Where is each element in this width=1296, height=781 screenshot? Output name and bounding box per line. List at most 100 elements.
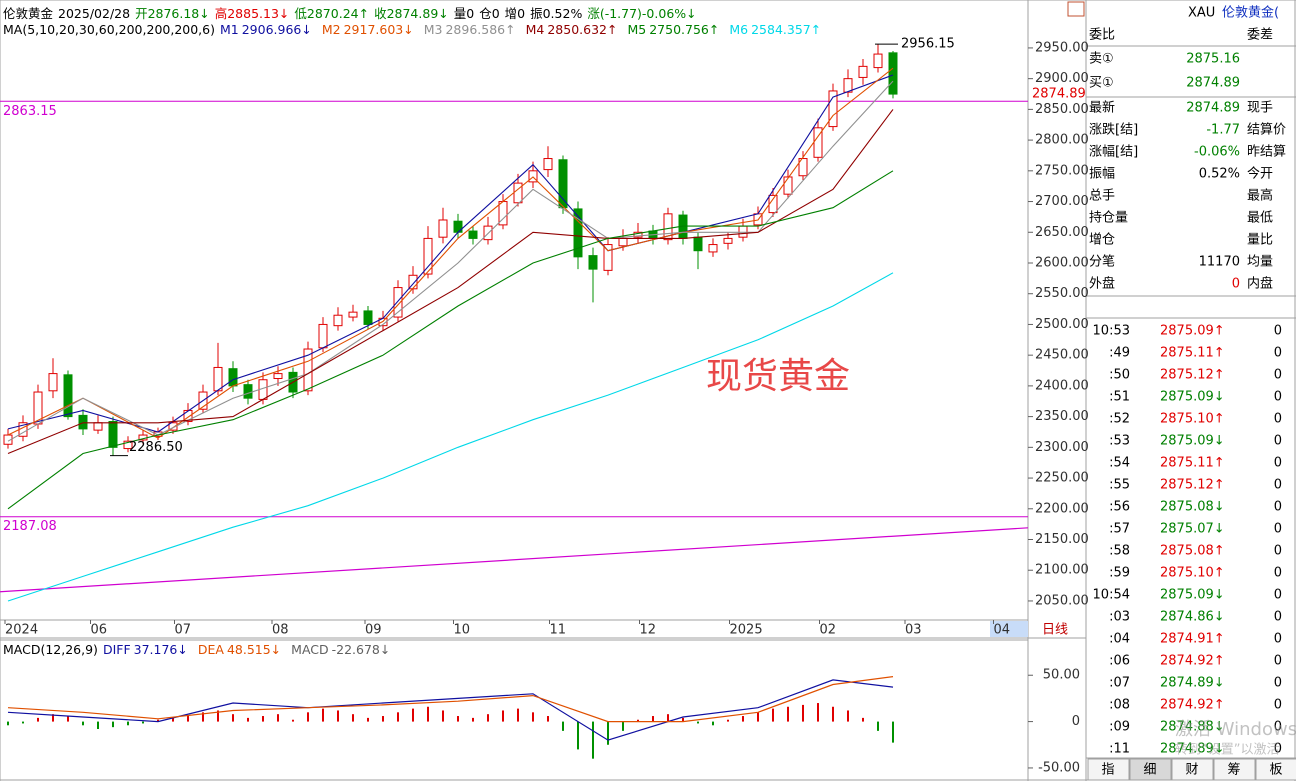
tick-price: 2875.09↑ [1160,324,1225,339]
macd-name: DIFF [102,642,131,657]
candle-body [3,434,13,445]
candle-body [363,310,373,325]
x-tick-label: 02 [820,623,837,638]
macd-line [7,679,894,741]
tick-volume: 0 [1274,654,1282,669]
y-tick-label: 2550.00 [1035,286,1089,301]
candle-body [393,287,403,318]
ma-value: 2906.966↓ [241,22,312,37]
y-tick-label: 2150.00 [1035,532,1089,547]
tab[interactable] [1255,758,1296,781]
y-tick-label: 2200.00 [1035,501,1089,516]
macd-legend: MACD(12,26,9) DIFF 37.176↓ DEA 48.515↓ MACD -2… [3,642,400,657]
candle-body [663,213,673,241]
ma-name: M4 [525,22,545,37]
tab[interactable] [1213,758,1256,781]
candle-body [858,65,868,78]
ma-name: M3 [423,22,443,37]
tick-time: :50 [1109,368,1130,383]
stat-value: -0.06% [1194,145,1240,160]
macd-y-tick-label: 50.00 [1043,668,1080,683]
header-item: 收2874.89↓ [374,6,449,21]
tick-time: :52 [1109,412,1130,427]
tab[interactable] [1171,758,1214,781]
ma-legend-entry: M5 2750.756↑ [627,22,724,37]
candle-body [573,208,583,258]
tab-label[interactable]: 细 [1143,763,1156,778]
tick-volume: 0 [1274,368,1282,383]
tab-label[interactable]: 指 [1101,763,1114,778]
quote-label: 买① [1089,76,1114,91]
macd-value: -22.678↓ [331,642,391,657]
x-tick-label: 12 [640,623,657,638]
tick-volume: 0 [1274,500,1282,515]
y-tick-label: 2750.00 [1035,163,1089,178]
y-tick-label: 2800.00 [1035,133,1089,148]
ma-legend-entry: M6 2584.357↑ [729,22,826,37]
tab[interactable] [1087,758,1130,781]
stat-label: 外盘 [1089,276,1115,292]
candle-body [273,373,283,380]
os-watermark: 激活 Windows [1175,719,1296,740]
candle-body [318,323,328,349]
tick-price: 2875.12↑ [1160,478,1225,493]
tick-volume: 0 [1274,698,1282,713]
tab-label[interactable]: 财 [1185,763,1198,778]
y-tick-label: 2500.00 [1035,317,1089,332]
candle-body [78,414,88,430]
macd-value: 37.176↓ [133,642,188,657]
tab[interactable] [1129,758,1172,781]
header-item: 2025/02/28 [58,6,131,21]
stat-right-label: 内盘 [1247,276,1273,292]
y-tick-label: 2600.00 [1035,255,1089,270]
ma-name: M2 [321,22,341,37]
candle-body [603,244,613,271]
macd-y-tick-label: 0 [1072,714,1080,729]
period-label[interactable]: 日线 [1042,623,1068,638]
x-tick-label: 04 [994,623,1011,638]
header-item: 高2885.13↓ [214,6,290,21]
y-tick-label: 2700.00 [1035,194,1089,209]
x-tick-label: 09 [365,623,382,638]
tick-price: 2875.10↑ [1160,566,1225,581]
tick-volume: 0 [1274,566,1282,581]
x-tick-label: 10 [454,623,471,638]
macd-label: MACD(12,26,9) [3,642,98,657]
tab-label[interactable]: 筹 [1227,762,1240,778]
tick-volume: 0 [1274,456,1282,471]
x-tick-label: 11 [550,623,567,638]
macd-legend-entry: DIFF 37.176↓ [103,642,193,657]
macd-line [7,676,894,723]
candle-body [693,236,703,252]
candle-body [468,230,478,239]
stat-right-label: 结算价 [1247,123,1286,138]
candle-body [768,194,778,214]
high-annotation: 2956.15 [901,37,955,52]
tick-volume: 0 [1274,544,1282,559]
stat-value: 0.52% [1199,167,1240,182]
tick-time: :09 [1109,720,1130,735]
tick-time: :55 [1109,478,1130,493]
ma-label: MA(5,10,20,30,60,200,200,200,6) [3,22,215,37]
y-tick-label: 2850.00 [1035,102,1089,117]
ma-name: M5 [627,22,647,37]
macd-legend-entry: DEA 48.515↓ [198,642,286,657]
ma-name: M6 [729,22,749,37]
tick-time: :08 [1109,698,1130,713]
tick-price: 2875.11↑ [1160,346,1225,361]
tab-label[interactable]: 板 [1269,763,1282,778]
candle-body [618,237,628,247]
stat-label: 涨幅[结] [1089,145,1138,160]
tick-price: 2874.92↑ [1160,698,1225,713]
header-item: 量0 [453,6,475,21]
ma-legend-entry: M1 2906.966↓ [220,22,317,37]
os-watermark: 转到“设置”以激活 [1175,743,1279,758]
candle-body [438,219,448,238]
x-tick-label: 2024 [5,623,38,638]
candle-body [243,384,253,399]
ma-line [7,109,894,455]
quote-value: 2874.89 [1186,76,1240,91]
tick-price: 2874.89↓ [1160,742,1225,757]
tick-price: 2875.09↓ [1160,390,1225,405]
